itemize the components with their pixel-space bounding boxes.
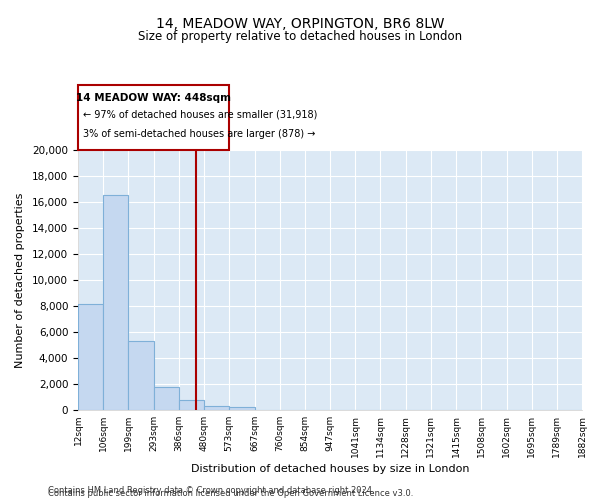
Text: 14, MEADOW WAY, ORPINGTON, BR6 8LW: 14, MEADOW WAY, ORPINGTON, BR6 8LW	[156, 18, 444, 32]
Text: 14 MEADOW WAY: 448sqm: 14 MEADOW WAY: 448sqm	[76, 92, 231, 102]
Bar	[128, 341, 154, 410]
Y-axis label: Number of detached properties: Number of detached properties	[15, 192, 25, 368]
Text: Size of property relative to detached houses in London: Size of property relative to detached ho…	[138, 30, 462, 43]
Bar	[103, 196, 128, 410]
Bar	[179, 400, 204, 410]
X-axis label: Distribution of detached houses by size in London: Distribution of detached houses by size …	[191, 464, 469, 474]
Text: ← 97% of detached houses are smaller (31,918): ← 97% of detached houses are smaller (31…	[83, 110, 317, 119]
Text: 3% of semi-detached houses are larger (878) →: 3% of semi-detached houses are larger (8…	[83, 129, 315, 139]
Bar	[78, 304, 103, 410]
Text: Contains HM Land Registry data © Crown copyright and database right 2024.: Contains HM Land Registry data © Crown c…	[48, 486, 374, 495]
Text: Contains public sector information licensed under the Open Government Licence v3: Contains public sector information licen…	[48, 488, 413, 498]
Bar	[229, 407, 254, 410]
Bar	[154, 387, 179, 410]
Bar	[204, 406, 229, 410]
